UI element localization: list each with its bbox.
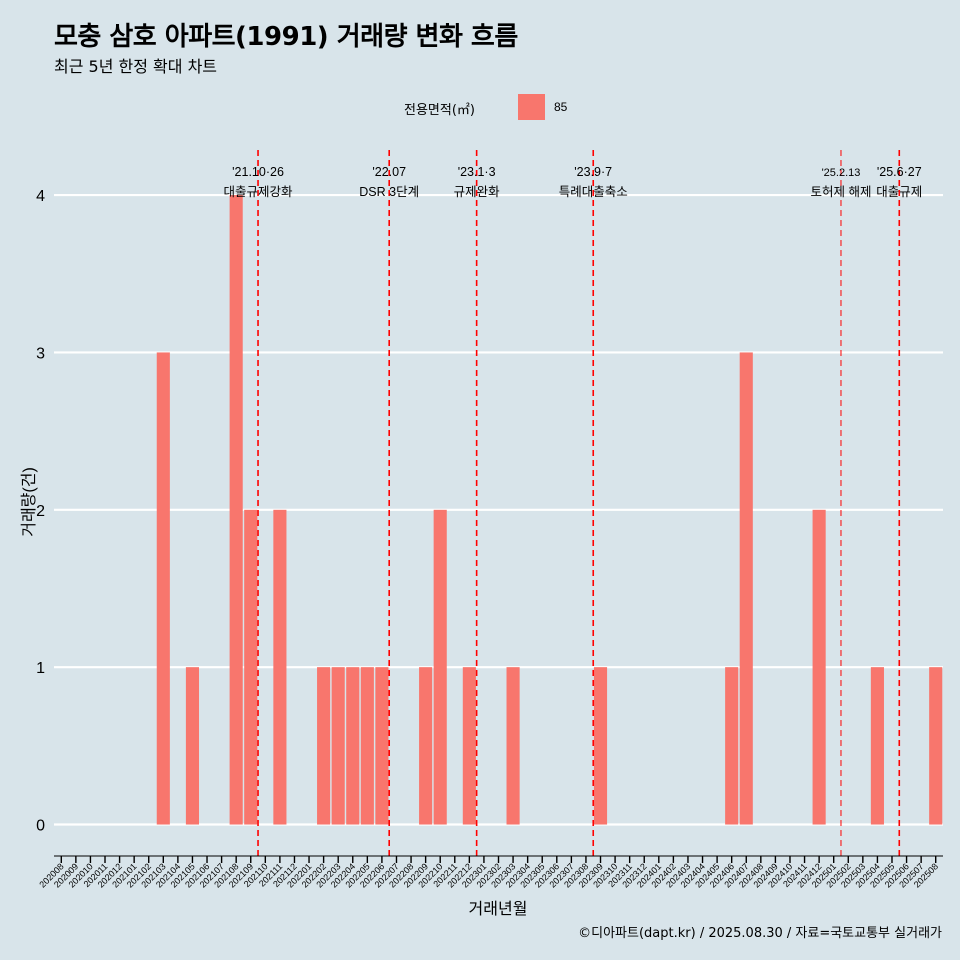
event-text-label: 대출규제강화 <box>224 185 294 199</box>
chart-title: 모충 삼호 아파트(1991) 거래량 변화 흐름 <box>54 22 518 52</box>
bar <box>156 352 170 825</box>
event-date-label: '23.9·7 <box>574 165 612 179</box>
bar <box>433 509 447 825</box>
axes: 0123420200820200920201020201120201220210… <box>36 188 943 890</box>
bar <box>346 667 360 825</box>
bar <box>273 509 287 825</box>
legend: 전용면적(㎡) 85 <box>0 94 960 120</box>
bar <box>419 667 433 825</box>
bars <box>156 195 943 825</box>
bar <box>331 667 345 825</box>
y-tick-label: 0 <box>36 818 45 835</box>
y-tick-label: 3 <box>36 345 45 362</box>
bar <box>317 667 331 825</box>
legend-key-swatch <box>518 94 545 120</box>
bar <box>244 509 258 825</box>
bar <box>375 667 389 825</box>
event-date-label: '23.1·3 <box>458 165 496 179</box>
legend-label: 85 <box>554 100 568 114</box>
caption: ©디아파트(dapt.kr) / 2025.08.30 / 자료=국토교통부 실… <box>578 926 942 941</box>
event-text-label: DSR 3단계 <box>359 185 419 199</box>
legend-title: 전용면적(㎡) <box>404 103 475 118</box>
event-text-label: 대출규제 <box>876 185 922 199</box>
bar <box>360 667 374 825</box>
event-text-label: 토허제 해제 <box>810 185 871 199</box>
y-tick-label: 4 <box>36 188 45 205</box>
event-lines: '21.10·26 대출규제강화 '22.07 DSR 3단계 '23.1·3 규제완화 '… <box>224 150 922 856</box>
event-date-label: '21.10·26 <box>232 165 284 179</box>
bar <box>812 509 826 825</box>
y-axis-label: 거래량(건) <box>20 467 38 537</box>
bar <box>229 195 243 825</box>
bar <box>506 667 520 825</box>
event-text-label: 특례대출축소 <box>559 185 628 199</box>
x-axis-label: 거래년월 <box>469 900 528 918</box>
event-date-label: '25.6·27 <box>877 165 922 179</box>
event-date-label: '25.2.13 <box>822 167 861 179</box>
bar <box>870 667 884 825</box>
chart-subtitle: 최근 5년 한정 확대 차트 <box>54 57 218 76</box>
bar <box>739 352 753 825</box>
bar <box>725 667 739 825</box>
event-text-label: 규제완화 <box>454 185 501 199</box>
bar <box>593 667 608 825</box>
bar <box>185 667 200 825</box>
y-tick-label: 1 <box>36 660 45 677</box>
event-date-label: '22.07 <box>372 165 406 179</box>
bar <box>462 667 476 825</box>
bar <box>929 667 943 825</box>
y-tick-label: 2 <box>36 503 45 520</box>
grid-lines <box>54 193 943 826</box>
